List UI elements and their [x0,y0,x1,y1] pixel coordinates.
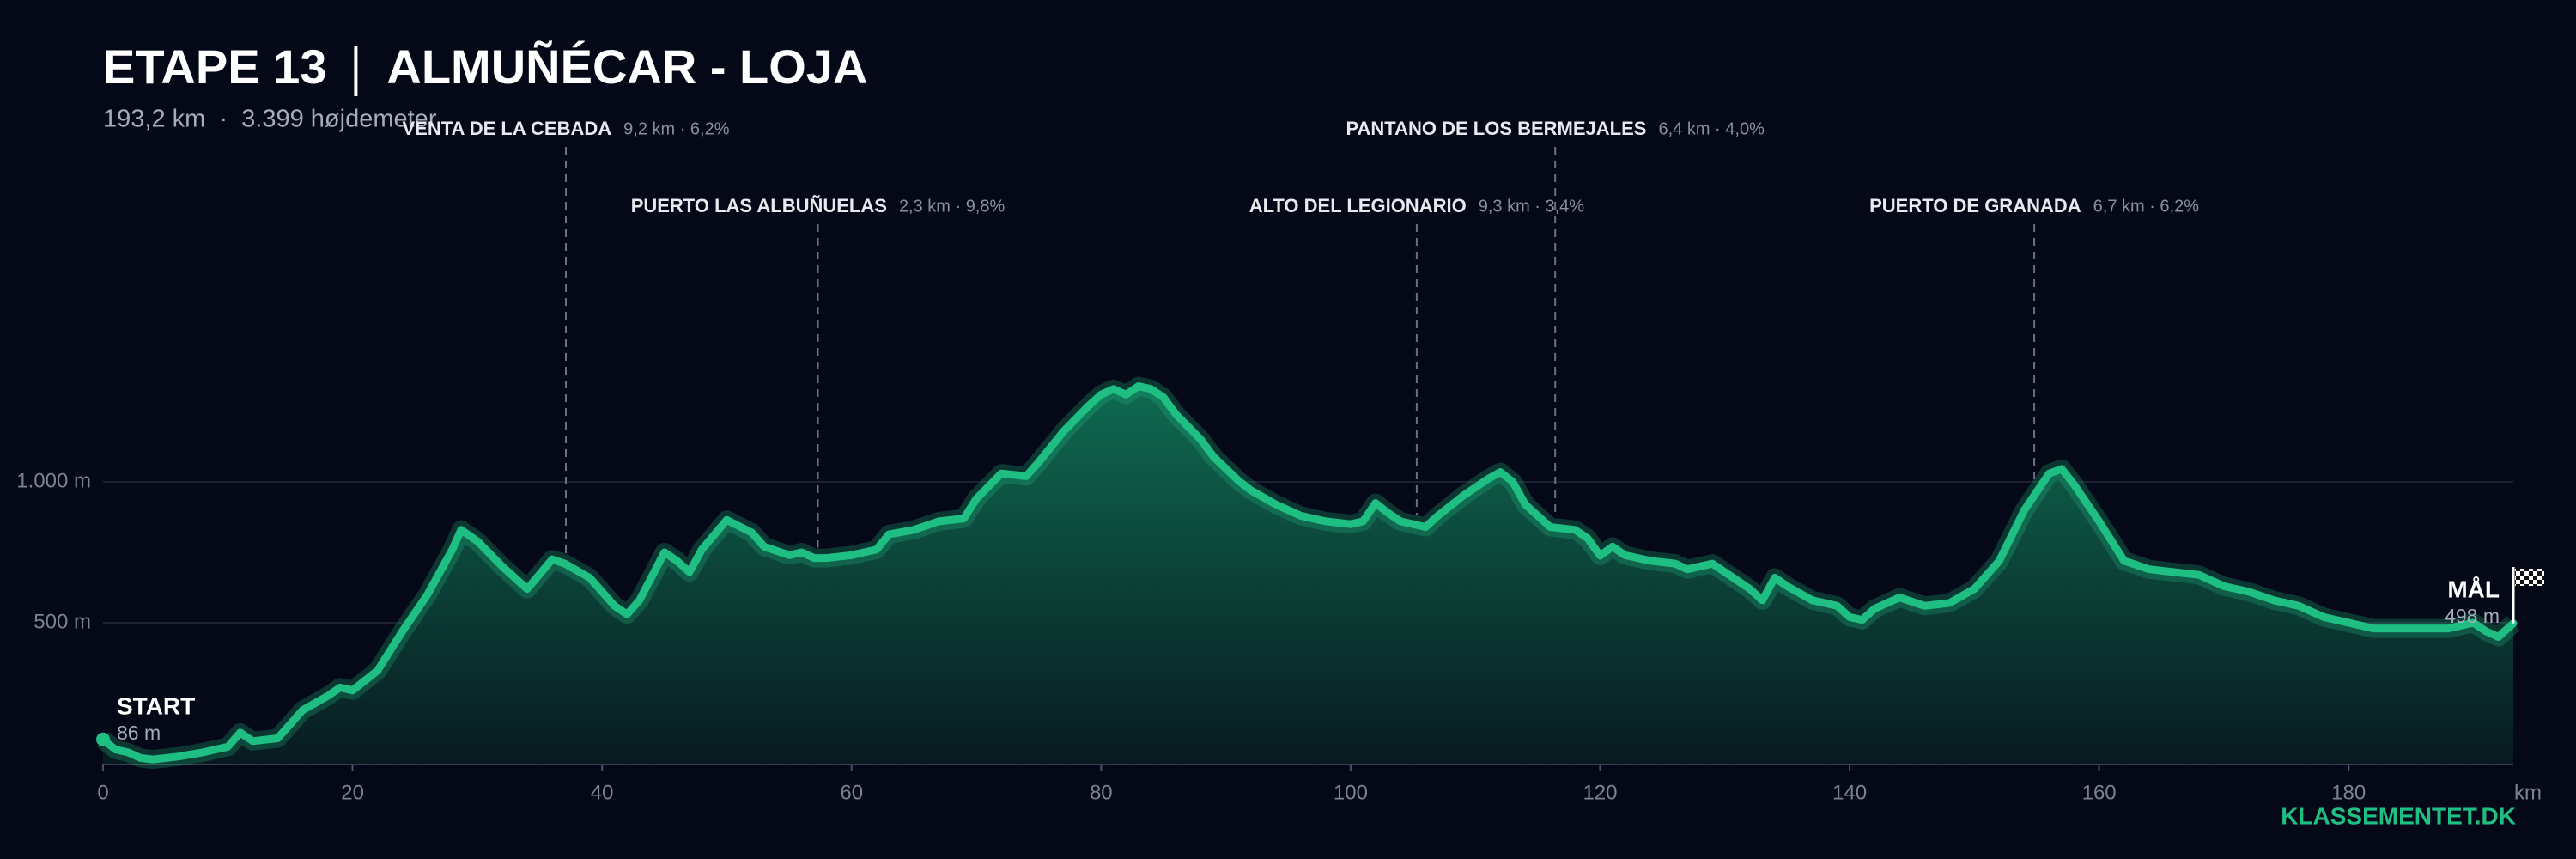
climb-detail: 2,3 km · 9,8% [899,197,1005,216]
x-tick-label: 100 [1334,781,1368,804]
x-tick-label: 20 [341,781,364,804]
y-tick-label: 1.000 m [16,469,91,492]
x-axis-label: km [2514,781,2542,804]
title: ETAPE 13 [103,40,326,94]
x-tick-label: 40 [591,781,614,804]
x-tick-label: 180 [2331,781,2366,804]
plot: 500 m 1.000 m 0 20 40 60 80 100 120 140 160 180 km VE… [16,118,2544,804]
climb-detail: 9,2 km · 6,2% [623,119,730,138]
start-dot [96,732,110,746]
route: ALMUÑÉCAR - LOJA [386,40,867,94]
climb-name: PANTANO DE LOS BERMEJALES [1346,118,1646,139]
climb: PUERTO DE GRANADA 6,7 km · 6,2% [1869,195,2199,485]
climb: ALTO DEL LEGIONARIO 9,3 km · 3,4% [1249,195,1585,515]
brand: KLASSEMENTET.DK [2281,802,2516,829]
finish-elevation: 498 m [2445,605,2500,627]
climb: VENTA DE LA CEBADA 9,2 km · 6,2% [403,118,730,554]
start-label: START [117,692,195,719]
finish-flag [2515,569,2544,586]
climb-detail: 9,3 km · 3,4% [1479,197,1585,216]
profile-line [99,382,2518,764]
climb-name: PUERTO LAS ALBUÑUELAS [631,195,887,216]
finish-label: MÅL [2447,576,2500,602]
climb-name: VENTA DE LA CEBADA [403,118,612,139]
x-tick-label: 0 [97,781,108,804]
y-tick-label: 500 m [33,610,91,633]
x-tick-label: 80 [1090,781,1113,804]
profile-area [103,386,2513,764]
subtitle: 193,2 km · 3.399 højdemeter [103,106,437,133]
climb-name: PUERTO DE GRANADA [1869,195,2081,216]
start-elevation: 86 m [117,722,161,744]
climb: PANTANO DE LOS BERMEJALES 6,4 km · 4,0% [1346,118,1765,518]
climb: PUERTO LAS ALBUÑUELAS 2,3 km · 9,8% [631,195,1005,548]
climb-name: ALTO DEL LEGIONARIO [1249,195,1467,216]
climb-detail: 6,7 km · 6,2% [2093,197,2200,216]
climb-detail: 6,4 km · 4,0% [1658,119,1765,138]
x-tick-label: 60 [840,781,863,804]
x-tick-label: 120 [1583,781,1617,804]
x-tick-label: 160 [2082,781,2117,804]
x-tick-label: 140 [1832,781,1867,804]
